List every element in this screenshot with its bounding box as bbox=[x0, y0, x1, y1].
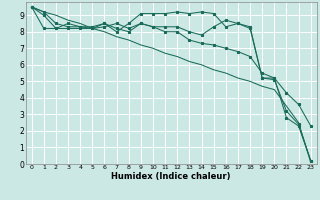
X-axis label: Humidex (Indice chaleur): Humidex (Indice chaleur) bbox=[111, 172, 231, 181]
